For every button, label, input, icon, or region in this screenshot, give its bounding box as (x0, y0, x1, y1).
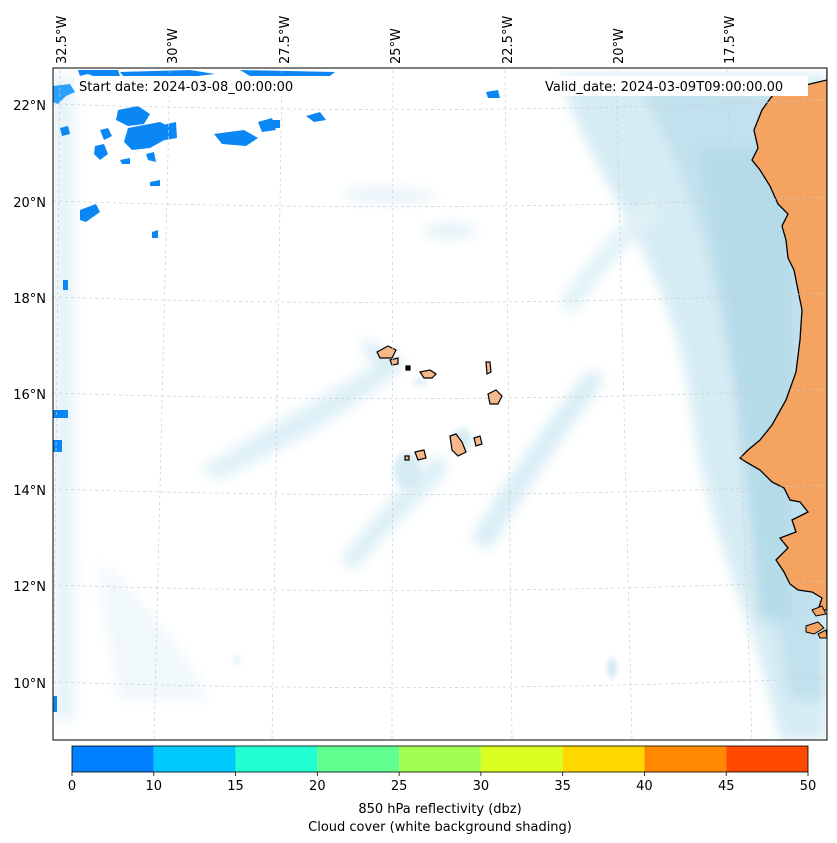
colorbar-tick-label: 45 (718, 779, 735, 794)
colorbar-segment-7 (644, 746, 727, 772)
lat-label-22n: 22°N (13, 99, 46, 114)
start-date-box (75, 76, 315, 96)
colorbar-tick-label: 10 (146, 779, 163, 794)
colorbar-tick-label: 40 (636, 779, 653, 794)
colorbar-tick-label: 0 (68, 779, 76, 794)
lat-label-14n: 14°N (13, 484, 46, 499)
colorbar-segment-6 (562, 746, 645, 772)
colorbar-segment-5 (480, 746, 563, 772)
start-date-label: Start date: 2024-03-08_00:00:00 (79, 80, 293, 95)
colorbar-segment-0 (72, 746, 154, 772)
colorbar-tick-label: 25 (391, 779, 408, 794)
latitude-labels: 22°N 20°N 18°N 16°N 14°N 12°N 10°N (13, 99, 46, 692)
lon-label-20w: 20°W (612, 28, 627, 64)
longitude-labels: 32.5°W 30°W 27.5°W 25°W 22.5°W 20°W 17.5… (55, 16, 738, 64)
colorbar-tick-label: 20 (309, 779, 326, 794)
valid-date-box (540, 76, 808, 96)
colorbar-tick-label: 35 (554, 779, 571, 794)
colorbar-segment-4 (399, 746, 481, 772)
bijagos-islands (805, 605, 827, 639)
reflectivity-patches (53, 70, 500, 712)
lon-label-22-5w: 22.5°W (501, 16, 516, 64)
valid-date-label: Valid_date: 2024-03-09T09:00:00.00 (545, 80, 783, 95)
lon-label-27-5w: 27.5°W (278, 16, 293, 64)
lat-label-12n: 12°N (13, 580, 46, 595)
colorbar-tick-label: 15 (227, 779, 244, 794)
lat-label-20n: 20°N (13, 196, 46, 211)
lat-label-10n: 10°N (13, 677, 46, 692)
colorbar-tick-label: 30 (473, 779, 490, 794)
colorbar-segment-8 (726, 746, 808, 772)
graticule (53, 69, 827, 740)
lon-label-25w: 25°W (389, 28, 404, 64)
lon-label-32-5w: 32.5°W (55, 16, 70, 64)
colorbar-label-line2: Cloud cover (white background shading) (308, 820, 572, 835)
colorbar: 0 10 15 20 25 30 35 40 45 50 (68, 745, 817, 794)
colorbar-label-line1: 850 hPa reflectivity (dbz) (358, 802, 521, 817)
colorbar-segment-1 (153, 746, 236, 772)
colorbar-tick-label: 50 (800, 779, 817, 794)
lat-label-16n: 16°N (13, 388, 46, 403)
lat-label-18n: 18°N (13, 292, 46, 307)
cape-verde-islands (376, 345, 503, 461)
lon-label-30w: 30°W (166, 28, 181, 64)
lon-label-17-5w: 17.5°W (723, 16, 738, 64)
cloud-cover-shading (53, 75, 827, 740)
map-frame (52, 67, 828, 741)
colorbar-frame (71, 745, 809, 773)
colorbar-segment-3 (317, 746, 400, 772)
colorbar-segment-2 (235, 746, 318, 772)
africa-land (738, 70, 827, 611)
